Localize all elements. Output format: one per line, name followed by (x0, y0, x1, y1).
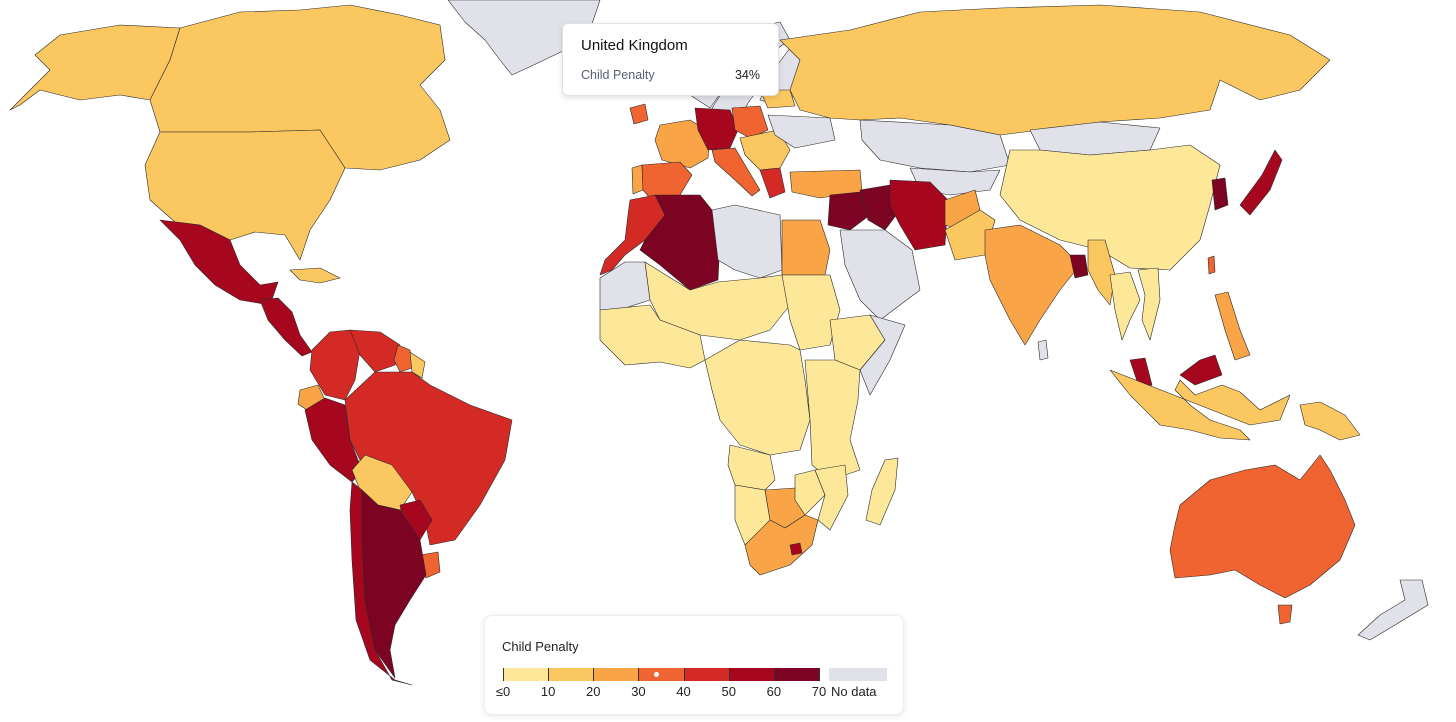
legend-tick-label: 30 (631, 684, 646, 699)
country-suriname[interactable] (409, 351, 426, 379)
country-bangladesh[interactable] (1069, 254, 1089, 279)
legend-ramp-segment (638, 668, 685, 681)
legend-tick (593, 668, 595, 681)
legend-tick (728, 668, 730, 681)
country-egypt[interactable] (781, 219, 831, 276)
country-thailand[interactable] (1109, 271, 1141, 341)
country-madagascar[interactable] (865, 457, 899, 526)
legend-tick (503, 668, 504, 681)
country-zimbabwe[interactable] (794, 469, 826, 516)
country-ukraine[interactable] (767, 114, 836, 149)
country-japan[interactable] (1239, 149, 1283, 216)
country-myanmar[interactable] (1087, 239, 1116, 306)
country-argentina[interactable] (361, 489, 427, 679)
country-iran[interactable] (889, 179, 949, 251)
country-ireland[interactable] (629, 103, 649, 125)
country-vietnam[interactable] (1137, 267, 1161, 341)
legend-ramp-segment (503, 668, 549, 681)
country-tasmania[interactable] (1277, 604, 1293, 625)
legend-ramp-segment (548, 668, 594, 681)
country-portugal[interactable] (631, 164, 644, 195)
country-new-zealand[interactable] (1357, 579, 1429, 641)
legend-title: Child Penalty (502, 639, 579, 654)
legend-value-marker (653, 672, 659, 677)
country-china[interactable] (999, 144, 1221, 271)
legend-tick (548, 668, 550, 681)
country-italy[interactable] (711, 147, 761, 197)
country-colombia[interactable] (309, 329, 361, 401)
legend-tick-label: 60 (766, 684, 782, 699)
country-greenland[interactable] (447, 0, 601, 76)
country-borneo-malaysia[interactable] (1179, 354, 1223, 386)
country-sri-lanka[interactable] (1037, 339, 1049, 361)
legend-tick (819, 668, 820, 681)
legend-tick-label: 10 (540, 684, 556, 699)
country-mozambique[interactable] (814, 464, 849, 531)
tooltip-metric-label: Child Penalty (581, 68, 655, 82)
country-russia[interactable] (779, 4, 1331, 136)
country-malaysia[interactable] (1129, 357, 1153, 391)
country-central-america[interactable] (259, 297, 313, 357)
country-middle-east[interactable] (827, 191, 871, 231)
legend-tick (773, 668, 775, 681)
legend-tick-label: ≤0 (495, 684, 511, 699)
legend-color-ramp[interactable] (503, 668, 820, 681)
tooltip-metric-value: 34% (734, 68, 760, 82)
country-lesotho[interactable] (789, 542, 803, 556)
legend-ramp-segment (728, 668, 775, 681)
legend-tick (683, 668, 685, 681)
country-libya[interactable] (711, 204, 783, 279)
legend-tick-label: 50 (721, 684, 736, 699)
country-germany[interactable] (694, 107, 739, 151)
country-france[interactable] (654, 119, 711, 169)
country-south-africa[interactable] (744, 514, 819, 576)
country-cuba[interactable] (289, 267, 341, 284)
country-saudi-arabia[interactable] (839, 229, 921, 321)
country-india[interactable] (984, 224, 1081, 346)
legend-no-data-swatch[interactable] (829, 668, 887, 681)
country-indonesia[interactable] (1109, 369, 1291, 441)
country-sudan[interactable] (781, 274, 841, 351)
country-korea[interactable] (1211, 177, 1229, 211)
country-taiwan[interactable] (1207, 255, 1216, 275)
country-spain[interactable] (641, 161, 693, 199)
legend-tick-label: 40 (676, 684, 691, 699)
legend-tick-label: 70 (811, 684, 827, 699)
legend-no-data-label: No data (831, 684, 877, 699)
country-australia[interactable] (1169, 454, 1356, 599)
country-east-africa[interactable] (804, 359, 861, 481)
legend-ramp-segment (683, 668, 730, 681)
country-tooltip: United Kingdom Child Penalty 34% (562, 23, 779, 96)
country-philippines[interactable] (1214, 291, 1251, 361)
country-united-states[interactable] (144, 129, 346, 261)
country-somalia[interactable] (859, 314, 906, 396)
country-venezuela[interactable] (349, 329, 401, 373)
legend-ramp-segment (773, 668, 820, 681)
tooltip-country-name: United Kingdom (581, 37, 688, 54)
color-legend: Child Penalty ≤0 10 20 30 40 50 60 70 No data (484, 615, 904, 715)
legend-ramp-segment (593, 668, 639, 681)
country-west-africa[interactable] (599, 304, 706, 369)
country-greece[interactable] (759, 167, 786, 199)
country-papua-new-guinea[interactable] (1299, 401, 1361, 441)
country-guyana[interactable] (393, 344, 413, 373)
legend-tick (638, 668, 640, 681)
country-central-africa[interactable] (704, 339, 811, 456)
legend-tick-label: 20 (586, 684, 601, 699)
country-sahel[interactable] (644, 261, 791, 341)
